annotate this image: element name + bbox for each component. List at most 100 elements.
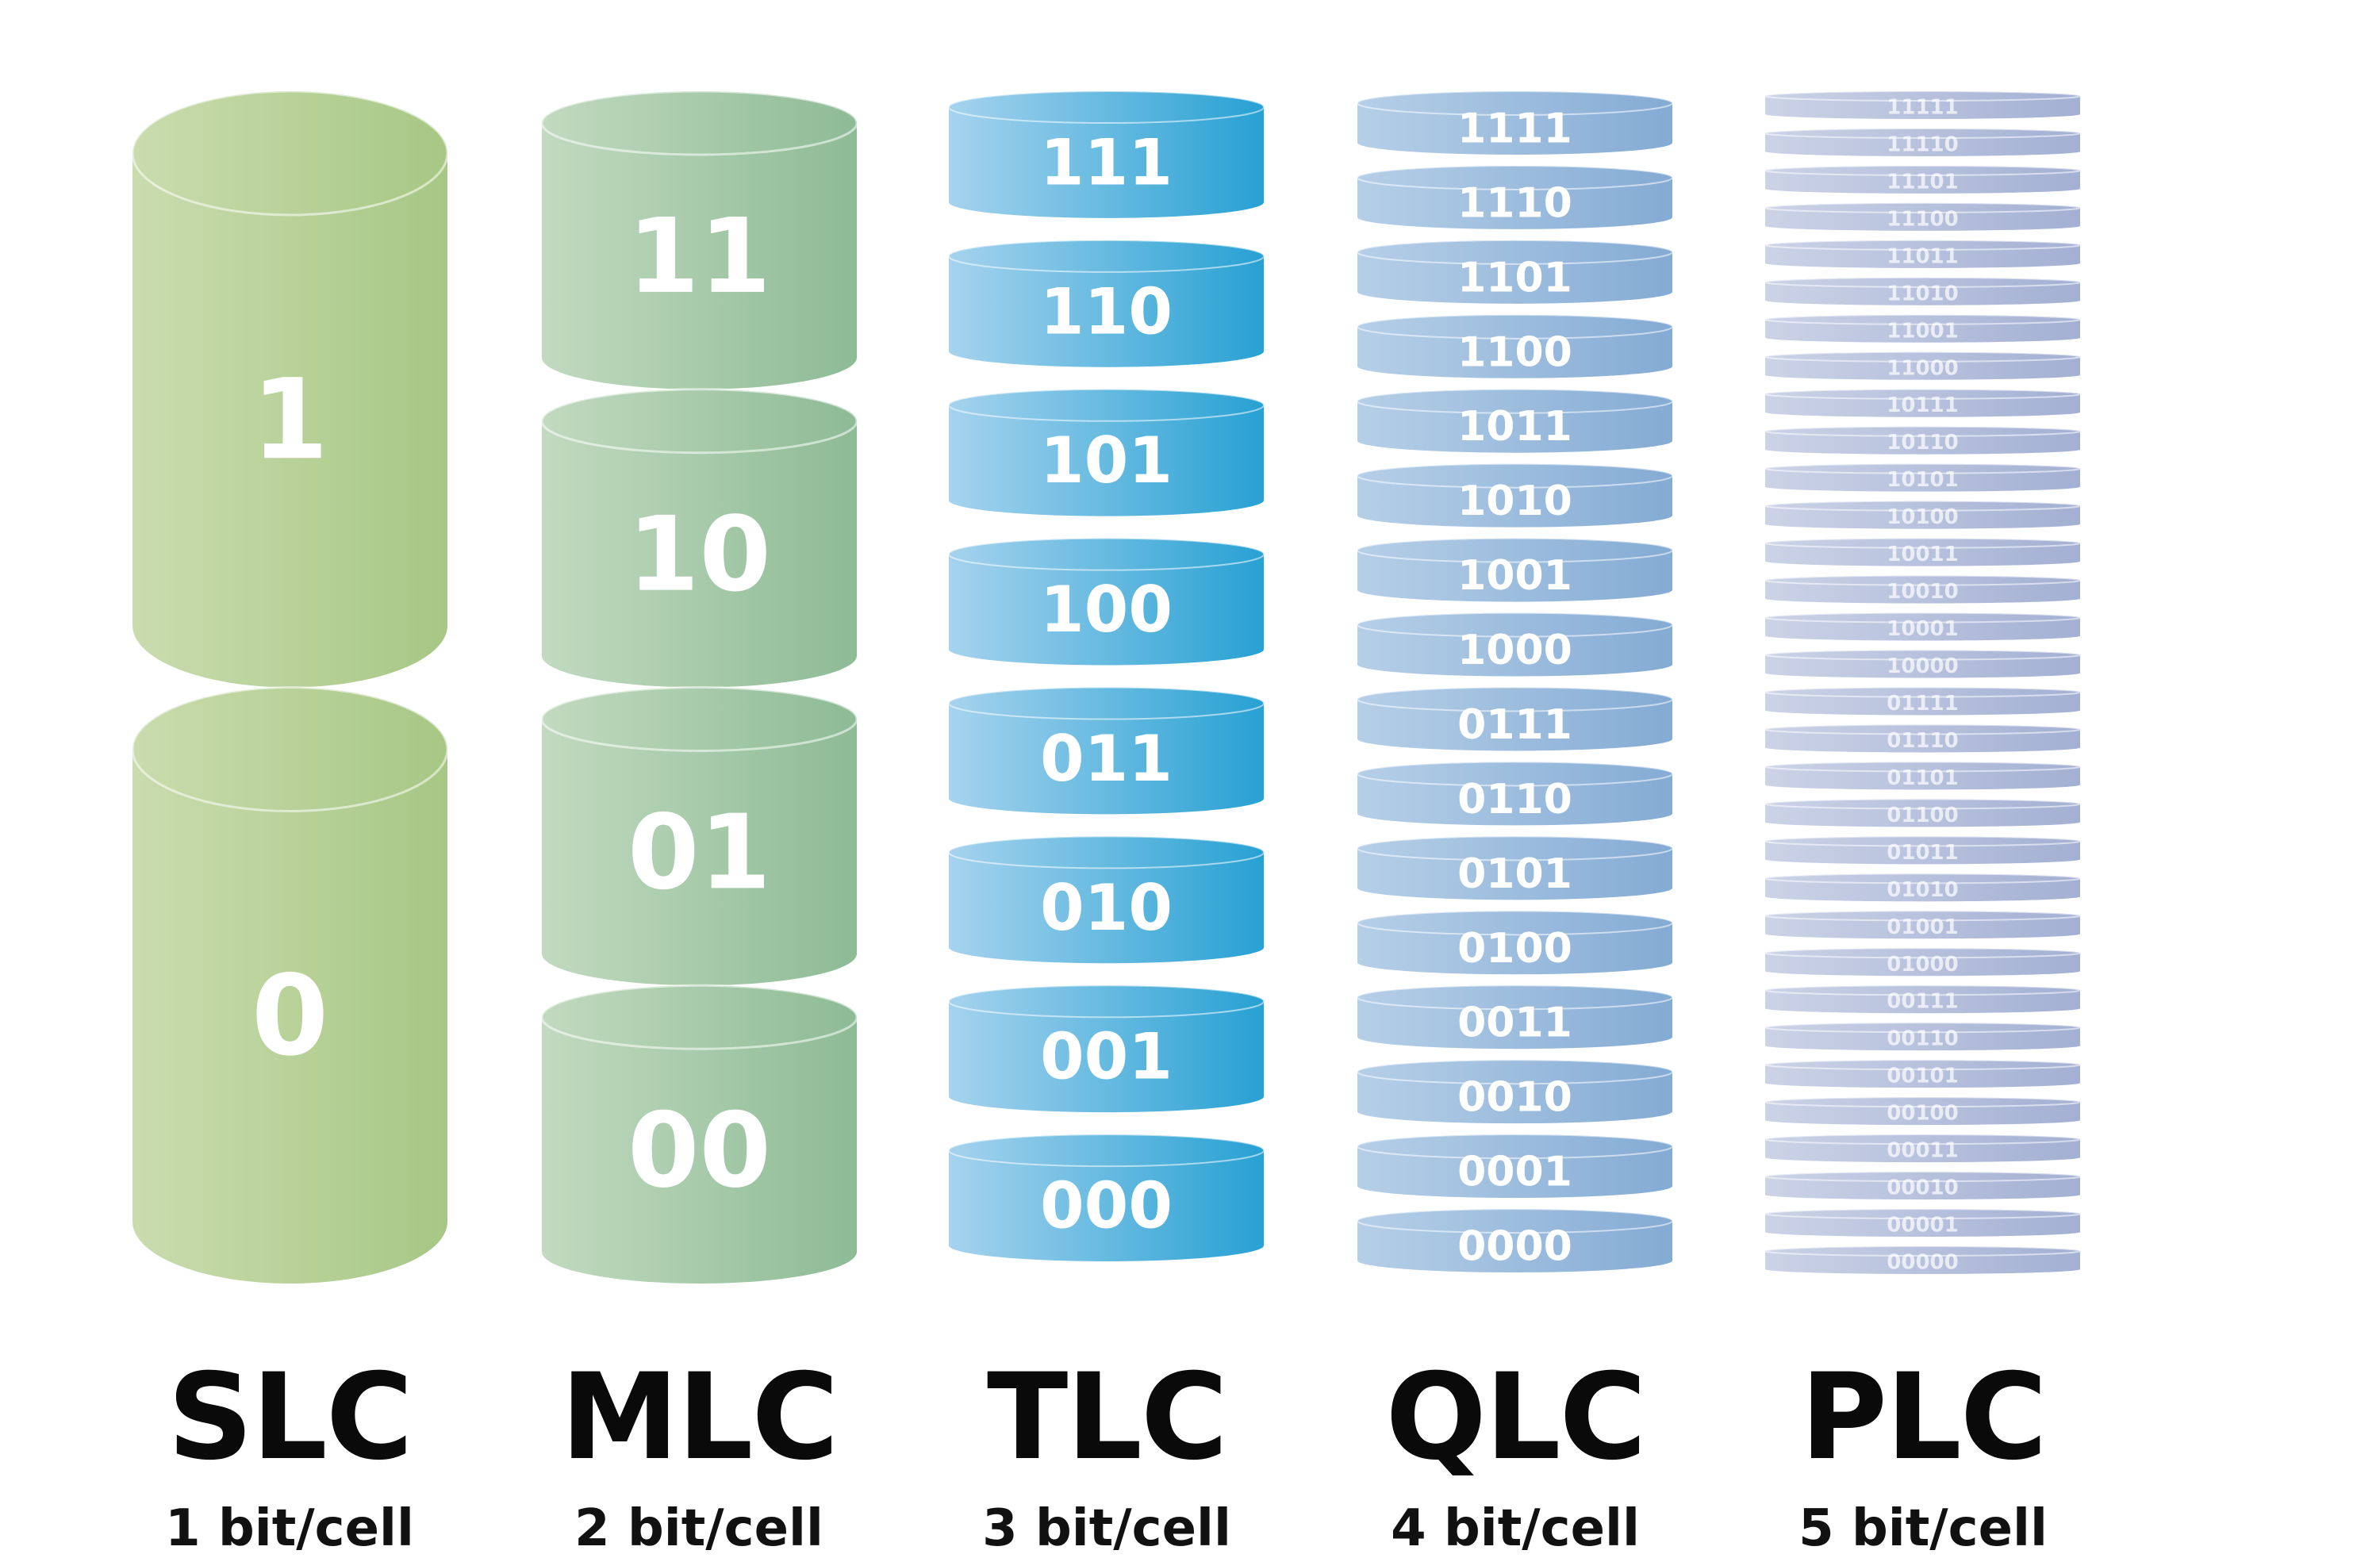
cell-level-plc: 00110 [1764,1022,2081,1051]
cylinder-body [949,91,1264,218]
bit-value-label: 1110 [1457,179,1572,227]
cell-level-qlc: 1000 [1357,612,1673,677]
cell-level-qlc: 0001 [1357,1134,1673,1199]
cylinder-top [1357,462,1673,489]
slc-cell-stack: 10 [131,90,449,1284]
cylinder-top [131,686,449,812]
bit-value-label: 010 [1040,871,1173,945]
cylinder-top [948,537,1265,571]
cell-level-qlc: 1010 [1357,462,1673,528]
cylinder-top [948,90,1265,124]
bit-value-label: 0001 [1457,1149,1572,1196]
bit-value-label: 10 [628,494,771,615]
bit-value-label: 00111 [1887,990,1958,1014]
cell-level-plc: 11100 [1764,201,2081,231]
cell-level-tlc: 001 [948,984,1265,1113]
bit-value-label: 11000 [1887,356,1958,380]
cylinder-top [1357,313,1673,340]
bit-value-label: 00 [628,1090,771,1211]
cell-level-plc: 10000 [1764,649,2081,678]
cylinder-top [1764,798,2081,810]
cell-level-slc: 1 [131,90,449,688]
qlc-cell-stack: 1111 1110 1101 1100 1011 1010 1001 1000 0111 0110… [1357,90,1673,1273]
cell-level-mlc: 11 [540,90,858,390]
cell-level-qlc: 0010 [1357,1059,1673,1124]
tlc-cell-stack: 111 110 101 100 011 010 001 000 [948,90,1265,1261]
slc-bits-per-cell: 1 bit/cell [165,1499,414,1558]
bit-value-label: 10111 [1887,393,1958,417]
cylinder-top [1764,947,2081,959]
cylinder-top [1764,351,2081,363]
cell-level-tlc: 000 [948,1134,1265,1261]
cylinder-top [1764,127,2081,139]
cylinder-top [1764,1171,2081,1183]
bit-value-label: 01100 [1887,804,1958,827]
cylinder-top [1764,164,2081,176]
bit-value-label: 001 [1040,1020,1173,1094]
cell-level-tlc: 110 [948,239,1265,367]
cylinder-top [1357,761,1673,787]
cell-level-plc: 01000 [1764,947,2081,977]
cylinder-top [1764,910,2081,922]
cell-level-qlc: 1011 [1357,388,1673,453]
cylinder-top [1764,1059,2081,1071]
cylinder-top [1357,239,1673,265]
plc-cell-stack: 11111 11110 11101 11100 11011 11010 11001 11000… [1764,90,2081,1275]
mlc-title: MLC [560,1349,839,1487]
cylinder-top [1764,649,2081,661]
bit-value-label: 0100 [1457,925,1572,973]
mlc-cell-stack: 11 10 01 00 [540,90,858,1284]
bit-value-label: 10100 [1887,505,1958,529]
cell-level-tlc: 010 [948,835,1265,964]
bit-value-label: 11001 [1887,319,1958,343]
cell-level-plc: 10001 [1764,612,2081,641]
cell-level-plc: 01011 [1764,835,2081,865]
cell-level-qlc: 1001 [1357,537,1673,602]
cylinder-top [1764,1022,2081,1034]
cell-level-plc: 01100 [1764,798,2081,827]
bit-value-label: 111 [1040,125,1173,199]
cylinder-top [1764,313,2081,325]
cell-level-plc: 00010 [1764,1171,2081,1200]
cell-level-plc: 11010 [1764,276,2081,305]
bit-value-label: 11010 [1887,282,1958,305]
cylinder-top [1357,1208,1673,1234]
cylinder-body [949,836,1264,964]
bit-value-label: 110 [1040,274,1173,348]
cylinder-top [948,388,1265,422]
plc-title: PLC [1800,1349,2048,1487]
cell-level-plc: 00101 [1764,1059,2081,1088]
cylinder-body [949,389,1264,516]
cylinder-top [1357,537,1673,563]
cylinder-top [1357,1059,1673,1085]
cell-level-qlc: 1111 [1357,90,1673,155]
bit-value-label: 10000 [1887,654,1958,678]
cylinder-body [542,91,857,390]
bit-value-label: 01101 [1887,766,1958,790]
cell-level-qlc: 0100 [1357,910,1673,975]
cylinder-top [1357,612,1673,638]
plc-bits-per-cell: 5 bit/cell [1798,1499,2048,1558]
cell-level-qlc: 0000 [1357,1208,1673,1273]
bit-value-label: 01110 [1887,729,1958,753]
bit-value-label: 00100 [1887,1102,1958,1126]
bit-value-label: 11011 [1887,244,1958,268]
tlc-title: TLC [987,1349,1228,1487]
cell-level-plc: 00000 [1764,1245,2081,1275]
cylinder-top [1764,90,2081,102]
bit-value-label: 0 [251,952,328,1081]
bit-value-label: 011 [1040,722,1173,796]
cell-level-plc: 00001 [1764,1208,2081,1238]
cell-level-qlc: 1100 [1357,313,1673,378]
cylinder-top [1357,984,1673,1011]
cell-level-mlc: 01 [540,686,858,986]
cell-level-qlc: 0011 [1357,984,1673,1050]
bit-value-label: 0111 [1457,701,1572,749]
cylinder-top [1764,500,2081,512]
bit-value-label: 1101 [1457,254,1572,301]
bit-value-label: 1010 [1457,478,1572,525]
cell-level-plc: 11110 [1764,127,2081,156]
cylinder-top [948,984,1265,1019]
cell-level-qlc: 0101 [1357,835,1673,900]
cylinder-top [1764,1134,2081,1145]
